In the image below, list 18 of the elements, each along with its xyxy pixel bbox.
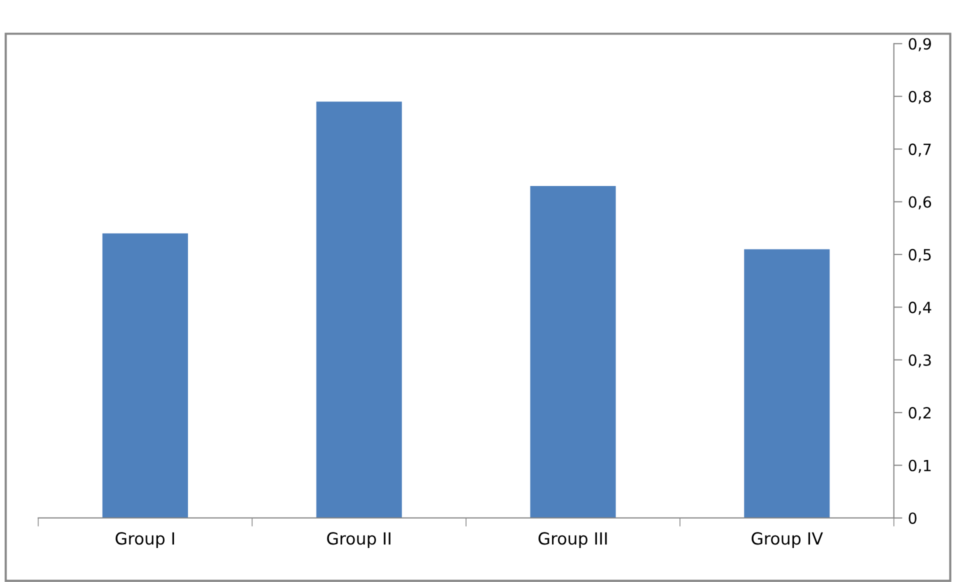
y-tick-label: 0,4 bbox=[908, 302, 932, 315]
x-tick-label: Group III bbox=[538, 532, 607, 548]
y-tick-label: 0,9 bbox=[908, 38, 931, 52]
bar bbox=[530, 186, 616, 518]
y-tick-label: 0,2 bbox=[908, 407, 931, 420]
y-tick-label: 0,3 bbox=[908, 354, 931, 368]
y-tick-label: 0 bbox=[908, 512, 916, 524]
bar bbox=[316, 102, 402, 518]
y-tick-label: 0,1 bbox=[908, 460, 931, 473]
y-tick-label: 0,6 bbox=[908, 196, 932, 210]
y-tick-label: 0,5 bbox=[908, 248, 931, 262]
x-tick-label: Group IV bbox=[752, 532, 823, 548]
x-tick-label: Group I bbox=[116, 532, 174, 548]
y-tick-label: 0,7 bbox=[908, 144, 931, 157]
y-tick-label: 0,8 bbox=[908, 90, 931, 104]
bar bbox=[744, 249, 830, 518]
bar bbox=[102, 233, 188, 518]
x-tick-label: Group II bbox=[327, 532, 390, 548]
